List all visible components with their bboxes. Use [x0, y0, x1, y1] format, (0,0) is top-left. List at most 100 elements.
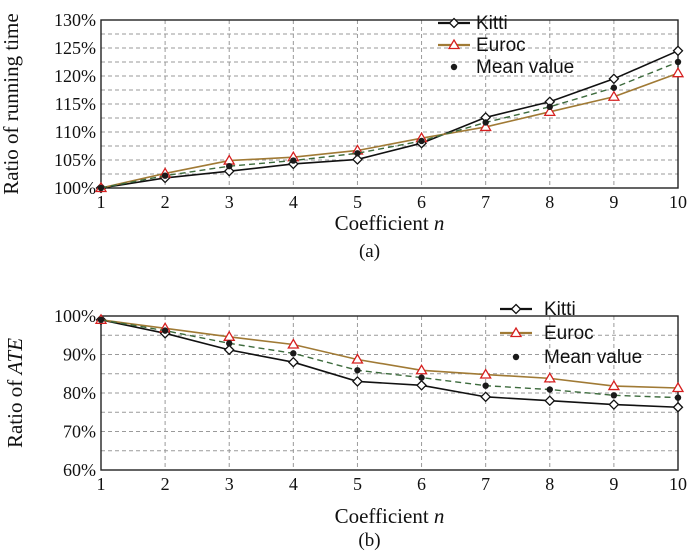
x-tick-label: 8	[545, 474, 554, 494]
data-point	[223, 344, 235, 356]
x-tick-label: 5	[353, 474, 362, 494]
legend-entry: Mean value	[512, 347, 642, 368]
x-axis-label-var: n	[434, 504, 445, 528]
data-point	[608, 73, 620, 85]
x-tick-label: 6	[417, 474, 426, 494]
y-axis-label-var: ATE	[3, 338, 27, 377]
y-axis-label-text: Ratio of	[3, 375, 27, 449]
series-line	[100, 72, 679, 189]
legend-marker	[512, 353, 520, 361]
legend-marker	[448, 17, 460, 29]
series-line	[100, 319, 679, 389]
plot-frame	[100, 315, 679, 471]
legend-label: Euroc	[544, 323, 594, 344]
x-tick-label: 9	[609, 474, 618, 494]
data-point	[351, 353, 364, 364]
x-tick-label: 10	[669, 474, 687, 494]
x-tick-label: 1	[97, 192, 106, 212]
data-point	[479, 368, 492, 379]
data-point	[607, 379, 621, 391]
panel-caption: (b)	[358, 530, 380, 551]
data-point	[543, 105, 556, 116]
panel-caption: (a)	[359, 241, 380, 262]
x-tick-label: 2	[161, 474, 170, 494]
y-tick-label: 110%	[55, 122, 96, 142]
data-point	[610, 392, 618, 399]
data-point	[672, 401, 684, 413]
y-tick-label: 100%	[54, 306, 96, 326]
y-axis-label-text: Ratio of running time	[0, 13, 23, 194]
legend-entry: Kitti	[500, 299, 576, 320]
y-tick-label: 70%	[63, 422, 96, 442]
x-tick-label: 1	[97, 474, 106, 494]
x-tick-label: 7	[481, 192, 490, 212]
data-point	[608, 399, 620, 410]
data-point	[416, 379, 427, 391]
x-tick-label: 3	[225, 192, 234, 212]
data-point	[161, 327, 169, 334]
y-tick-label: 125%	[54, 38, 96, 58]
legend-marker	[510, 303, 522, 315]
series-line	[100, 61, 679, 189]
data-point	[544, 395, 556, 407]
series-line	[100, 50, 679, 189]
data-point	[543, 372, 556, 383]
data-point	[610, 84, 618, 91]
x-tick-label: 6	[417, 192, 426, 212]
y-tick-label: 80%	[63, 383, 96, 403]
data-point	[482, 119, 489, 126]
legend-marker	[509, 326, 523, 338]
y-axis-label: Ratio of ATE	[3, 338, 27, 448]
legend-label: Euroc	[476, 35, 526, 56]
x-tick-label: 7	[481, 474, 490, 494]
data-point	[354, 150, 361, 157]
x-tick-label: 10	[669, 192, 687, 212]
data-point	[97, 316, 105, 324]
series-mean-value	[97, 316, 682, 401]
legend-label: Kitti	[476, 13, 508, 34]
legend-entry: Mean value	[450, 57, 574, 78]
legend-entry: Euroc	[500, 323, 594, 344]
data-point	[97, 184, 105, 192]
data-point	[479, 120, 492, 132]
x-axis-label-var: n	[434, 211, 445, 235]
x-tick-label: 8	[545, 192, 554, 212]
y-tick-label: 100%	[54, 178, 96, 198]
data-point	[161, 172, 169, 179]
x-axis-label-text: Coefficient	[335, 504, 434, 528]
x-tick-label: 4	[289, 474, 298, 494]
data-point	[287, 338, 300, 349]
y-axis-label: Ratio of running time	[0, 13, 23, 194]
y-tick-label: 120%	[54, 66, 96, 86]
legend-entry: Euroc	[438, 35, 526, 56]
plot-frame	[100, 19, 679, 189]
data-point	[418, 137, 425, 145]
y-tick-label: 115%	[55, 94, 96, 114]
series-line	[100, 319, 679, 399]
y-tick-label: 60%	[63, 460, 96, 480]
data-point	[226, 162, 233, 170]
legend-label: Mean value	[544, 347, 642, 368]
legend-label: Kitti	[544, 299, 576, 320]
data-point	[223, 165, 235, 177]
x-tick-label: 2	[161, 192, 170, 212]
data-point	[352, 376, 363, 387]
series-line	[100, 319, 679, 409]
legend-entry: Kitti	[438, 13, 508, 34]
legend-marker	[450, 63, 458, 71]
x-tick-label: 4	[289, 192, 298, 212]
data-point	[482, 382, 489, 389]
data-point	[415, 364, 428, 375]
chart-panel-a: 100% 105% 110% 115% 120% 125% 130% 1 2 3 4 5 6 7 8 9 10 C…	[0, 10, 687, 262]
data-point	[671, 66, 685, 78]
data-point	[672, 45, 684, 57]
x-axis-label: Coefficient n	[335, 504, 445, 528]
data-point	[607, 90, 621, 101]
chart-panel-b: 60% 70% 80% 90% 100% 1 2 3 4 5 6 7 8 9 10 Coefficient n…	[3, 299, 687, 551]
x-tick-label: 9	[609, 192, 618, 212]
y-tick-label: 90%	[63, 345, 96, 365]
series-mean-value	[97, 58, 682, 192]
data-point	[287, 356, 299, 368]
data-point	[674, 58, 682, 66]
